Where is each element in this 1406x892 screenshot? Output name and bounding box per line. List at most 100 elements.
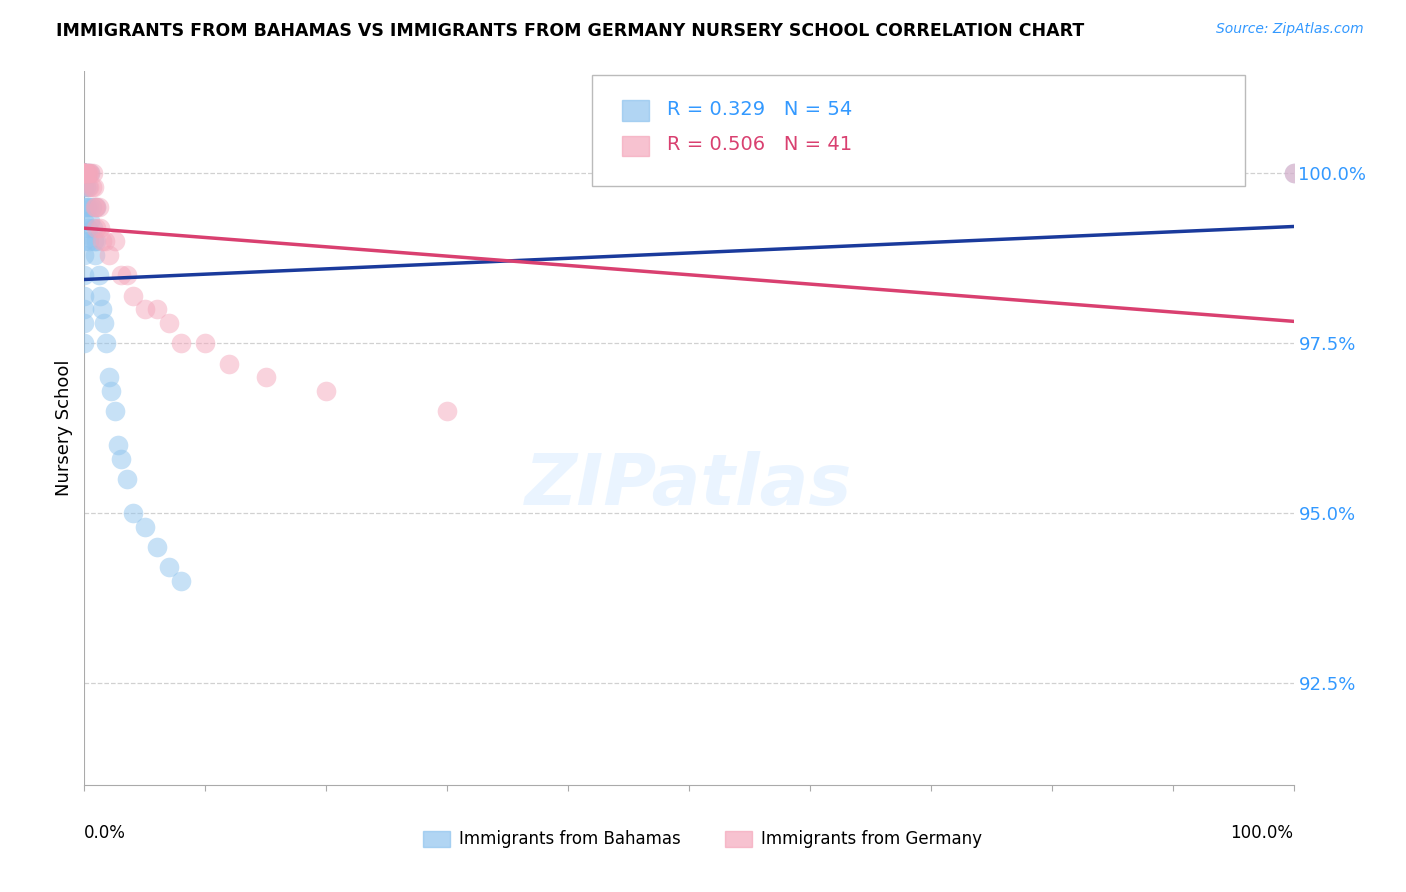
Point xyxy=(194,336,217,351)
Point xyxy=(94,234,117,248)
Point xyxy=(73,180,96,194)
Point xyxy=(104,234,127,248)
Point xyxy=(73,166,96,180)
Point xyxy=(157,316,180,330)
Point xyxy=(73,302,96,317)
Point xyxy=(73,166,96,180)
Point xyxy=(87,200,110,214)
Point xyxy=(73,166,96,180)
Point xyxy=(134,302,156,317)
Point xyxy=(100,384,122,398)
Point xyxy=(73,166,96,180)
FancyBboxPatch shape xyxy=(423,831,450,847)
Point xyxy=(87,268,110,283)
Point xyxy=(73,166,96,180)
Point xyxy=(73,336,96,351)
Point xyxy=(73,166,96,180)
Point xyxy=(77,200,100,214)
Point xyxy=(97,248,120,262)
Point xyxy=(157,560,180,574)
Point xyxy=(73,166,96,180)
Point xyxy=(73,166,96,180)
Point xyxy=(93,316,115,330)
Text: ZIPatlas: ZIPatlas xyxy=(526,450,852,520)
Point xyxy=(315,384,337,398)
Point xyxy=(436,404,458,418)
Point xyxy=(75,166,97,180)
Point xyxy=(73,234,96,248)
Point xyxy=(170,574,193,588)
Point xyxy=(86,200,108,214)
Point xyxy=(73,166,96,180)
Point xyxy=(73,166,96,180)
Point xyxy=(86,234,108,248)
Point xyxy=(80,200,103,214)
Point xyxy=(86,220,108,235)
Point xyxy=(73,200,96,214)
Point xyxy=(73,166,96,180)
Point xyxy=(82,220,104,235)
Point xyxy=(79,214,101,228)
Y-axis label: Nursery School: Nursery School xyxy=(55,359,73,497)
Point xyxy=(91,234,114,248)
Point xyxy=(76,200,98,214)
Point xyxy=(97,370,120,384)
Text: IMMIGRANTS FROM BAHAMAS VS IMMIGRANTS FROM GERMANY NURSERY SCHOOL CORRELATION CH: IMMIGRANTS FROM BAHAMAS VS IMMIGRANTS FR… xyxy=(56,22,1084,40)
Point xyxy=(80,180,103,194)
Text: Immigrants from Bahamas: Immigrants from Bahamas xyxy=(460,830,681,848)
Point xyxy=(218,357,240,371)
Point xyxy=(77,180,100,194)
Point xyxy=(73,166,96,180)
Point xyxy=(73,166,96,180)
Point xyxy=(77,180,100,194)
Point xyxy=(76,166,98,180)
Text: 100.0%: 100.0% xyxy=(1230,824,1294,842)
Point xyxy=(73,166,96,180)
Point xyxy=(77,234,100,248)
Text: R = 0.329   N = 54: R = 0.329 N = 54 xyxy=(668,100,852,119)
Point xyxy=(104,404,127,418)
Point xyxy=(121,506,143,520)
Point xyxy=(89,220,111,235)
Point xyxy=(77,220,100,235)
Point xyxy=(76,166,98,180)
Point xyxy=(89,288,111,302)
Point xyxy=(146,540,169,554)
Point xyxy=(83,234,105,248)
Text: R = 0.506   N = 41: R = 0.506 N = 41 xyxy=(668,136,852,154)
Point xyxy=(77,166,100,180)
Point xyxy=(115,472,138,486)
Point xyxy=(1282,166,1305,180)
Point xyxy=(75,180,97,194)
Point xyxy=(82,166,104,180)
Point xyxy=(73,316,96,330)
Point xyxy=(73,214,96,228)
Point xyxy=(91,302,114,317)
Point xyxy=(73,268,96,283)
Point xyxy=(75,166,97,180)
Point xyxy=(94,336,117,351)
Point xyxy=(77,166,100,180)
Point xyxy=(110,451,132,466)
Point xyxy=(73,288,96,302)
Text: Source: ZipAtlas.com: Source: ZipAtlas.com xyxy=(1216,22,1364,37)
Point xyxy=(170,336,193,351)
FancyBboxPatch shape xyxy=(623,100,650,120)
Point xyxy=(134,519,156,533)
Point xyxy=(121,288,143,302)
Text: 0.0%: 0.0% xyxy=(84,824,127,842)
Point xyxy=(107,438,129,452)
Point xyxy=(115,268,138,283)
Point xyxy=(146,302,169,317)
Point xyxy=(84,248,107,262)
Point xyxy=(84,200,107,214)
Point xyxy=(73,166,96,180)
Point xyxy=(73,248,96,262)
Text: Immigrants from Germany: Immigrants from Germany xyxy=(762,830,983,848)
Point xyxy=(79,166,101,180)
FancyBboxPatch shape xyxy=(592,75,1246,186)
Point xyxy=(73,166,96,180)
FancyBboxPatch shape xyxy=(623,136,650,156)
FancyBboxPatch shape xyxy=(725,831,752,847)
Point xyxy=(1161,166,1184,180)
